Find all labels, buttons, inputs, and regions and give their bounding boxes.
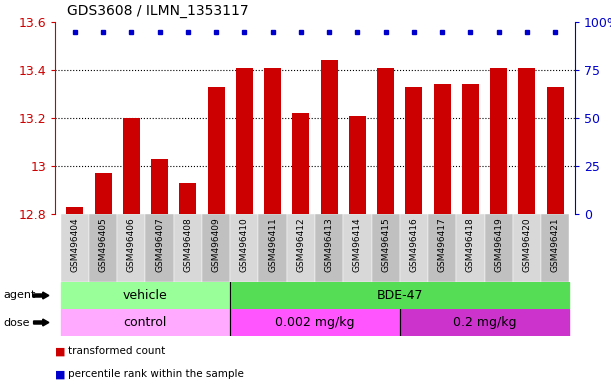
Text: BDE-47: BDE-47 (376, 289, 423, 302)
Text: GSM496405: GSM496405 (98, 217, 108, 272)
Bar (377, 68, 394, 214)
Bar (95, 173, 112, 214)
FancyBboxPatch shape (230, 214, 258, 282)
Text: ■: ■ (55, 369, 65, 379)
Bar (67, 207, 83, 214)
Text: GSM496404: GSM496404 (70, 217, 79, 272)
Bar (60, 282, 230, 309)
Text: dose: dose (3, 318, 29, 328)
Bar (230, 309, 400, 336)
Text: GSM496420: GSM496420 (522, 217, 532, 272)
Text: GSM496417: GSM496417 (437, 217, 447, 272)
Text: percentile rank within the sample: percentile rank within the sample (68, 369, 244, 379)
FancyBboxPatch shape (145, 214, 174, 282)
FancyBboxPatch shape (513, 214, 541, 282)
FancyBboxPatch shape (371, 214, 400, 282)
Bar (230, 282, 569, 309)
Text: GSM496416: GSM496416 (409, 217, 419, 272)
Text: ■: ■ (55, 346, 65, 356)
FancyBboxPatch shape (60, 214, 89, 282)
Text: GSM496409: GSM496409 (211, 217, 221, 272)
FancyBboxPatch shape (117, 214, 145, 282)
FancyBboxPatch shape (428, 214, 456, 282)
Bar (264, 68, 281, 214)
Text: GSM496411: GSM496411 (268, 217, 277, 272)
FancyBboxPatch shape (400, 214, 428, 282)
Text: transformed count: transformed count (68, 346, 166, 356)
Text: GSM496406: GSM496406 (127, 217, 136, 272)
Text: GSM496415: GSM496415 (381, 217, 390, 272)
Text: GSM496410: GSM496410 (240, 217, 249, 272)
FancyBboxPatch shape (258, 214, 287, 282)
Text: agent: agent (3, 291, 35, 301)
Bar (519, 68, 535, 214)
Bar (434, 84, 451, 214)
FancyBboxPatch shape (456, 214, 485, 282)
Bar (406, 87, 422, 214)
Text: vehicle: vehicle (123, 289, 168, 302)
Bar (547, 87, 564, 214)
Text: GDS3608 / ILMN_1353117: GDS3608 / ILMN_1353117 (67, 4, 249, 18)
Text: GSM496419: GSM496419 (494, 217, 503, 272)
FancyBboxPatch shape (89, 214, 117, 282)
Bar (293, 113, 309, 214)
Bar (60, 309, 230, 336)
Bar (349, 116, 366, 214)
Bar (208, 87, 225, 214)
FancyBboxPatch shape (343, 214, 371, 282)
Bar (180, 183, 196, 214)
Text: control: control (124, 316, 167, 329)
Bar (151, 159, 168, 214)
Text: GSM496408: GSM496408 (183, 217, 192, 272)
Text: GSM496413: GSM496413 (324, 217, 334, 272)
FancyBboxPatch shape (485, 214, 513, 282)
FancyBboxPatch shape (287, 214, 315, 282)
Text: GSM496414: GSM496414 (353, 217, 362, 272)
Bar (462, 84, 479, 214)
Bar (123, 118, 140, 214)
Bar (236, 68, 253, 214)
FancyBboxPatch shape (174, 214, 202, 282)
Bar (490, 68, 507, 214)
FancyBboxPatch shape (315, 214, 343, 282)
Text: GSM496407: GSM496407 (155, 217, 164, 272)
Text: 0.002 mg/kg: 0.002 mg/kg (275, 316, 355, 329)
Text: 0.2 mg/kg: 0.2 mg/kg (453, 316, 516, 329)
Bar (400, 309, 569, 336)
Text: GSM496418: GSM496418 (466, 217, 475, 272)
Text: GSM496421: GSM496421 (551, 217, 560, 272)
FancyBboxPatch shape (541, 214, 569, 282)
Text: GSM496412: GSM496412 (296, 217, 306, 272)
FancyBboxPatch shape (202, 214, 230, 282)
Bar (321, 60, 338, 214)
